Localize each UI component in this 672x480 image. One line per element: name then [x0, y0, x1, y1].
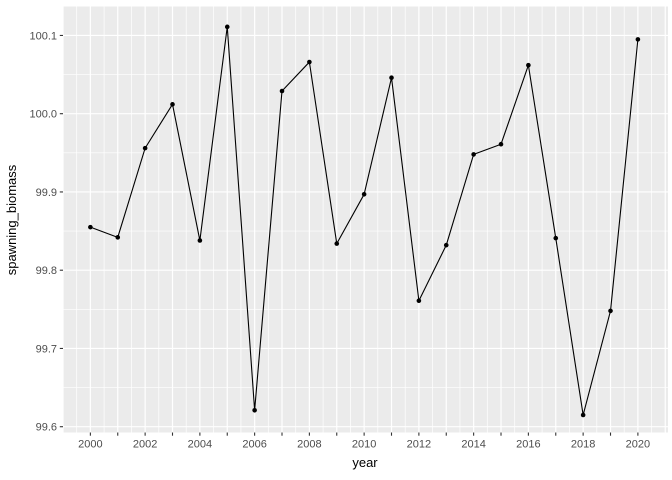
data-point	[608, 308, 613, 314]
data-point	[553, 235, 559, 241]
data-point	[88, 224, 93, 230]
data-point	[252, 407, 257, 413]
data-point	[416, 298, 422, 304]
data-series-layer	[88, 24, 641, 418]
axis-tick-layer	[59, 34, 639, 436]
x-tick-label: 2012	[407, 439, 431, 451]
data-point	[307, 59, 312, 65]
data-point	[389, 75, 394, 81]
y-tick-label: 99.8	[36, 265, 57, 277]
y-axis-title: spawning_biomass	[4, 164, 19, 275]
data-point	[224, 24, 230, 30]
y-tick-label: 100.1	[29, 30, 57, 42]
plot-panel	[63, 6, 668, 433]
y-tick-label: 99.7	[36, 343, 57, 355]
x-tick-label: 2020	[626, 439, 650, 451]
x-tick-label: 2004	[188, 439, 212, 451]
y-tick-label: 99.9	[36, 187, 57, 199]
data-point	[170, 102, 175, 107]
data-point	[635, 37, 641, 42]
data-point	[115, 235, 121, 240]
data-point	[498, 141, 504, 147]
data-point	[142, 145, 148, 151]
data-point	[361, 192, 367, 197]
x-tick-label: 2010	[352, 439, 376, 451]
x-tick-label: 2002	[133, 439, 157, 451]
y-tick-label: 100.0	[29, 109, 57, 121]
x-axis-title: year	[352, 455, 378, 470]
data-point	[334, 241, 340, 246]
data-point	[197, 238, 203, 243]
x-tick-label: 2016	[516, 439, 540, 451]
data-point	[526, 62, 531, 68]
x-tick-label: 2008	[297, 439, 321, 451]
x-tick-label: 2018	[571, 439, 595, 451]
data-point	[279, 88, 285, 94]
tick-label-layer: 2000 2002 2004 2006 2008 2010 2012 2014 2016 2018…	[29, 30, 650, 450]
x-tick-label: 2014	[461, 439, 485, 451]
y-tick-label: 99.6	[36, 422, 57, 434]
data-point	[443, 242, 449, 248]
x-tick-label: 2000	[78, 439, 102, 451]
plot-panel-layer	[62, 6, 668, 433]
x-tick-label: 2006	[242, 439, 266, 451]
data-point	[580, 412, 586, 418]
data-point	[471, 152, 476, 157]
